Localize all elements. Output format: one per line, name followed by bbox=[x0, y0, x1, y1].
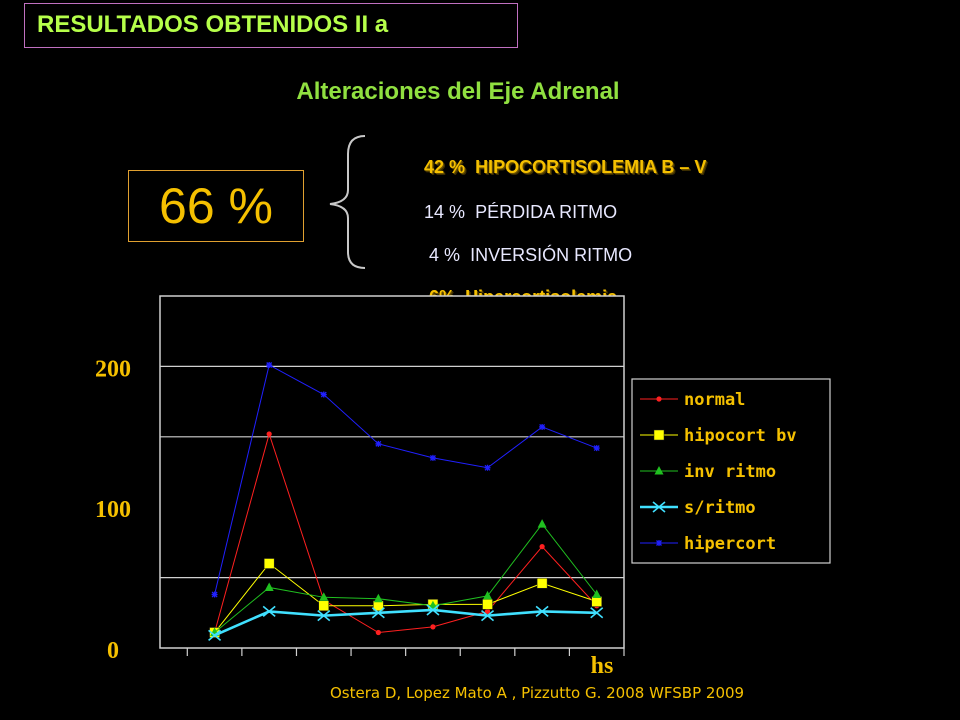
data-point-hipocort-bv bbox=[482, 599, 493, 610]
subgroup-pct: 14 % bbox=[424, 202, 466, 222]
data-point-hipercort bbox=[593, 445, 600, 452]
data-point-s-ritmo bbox=[317, 610, 331, 622]
data-point-hipocort-bv bbox=[591, 596, 602, 607]
data-point-legend-hipercort bbox=[656, 540, 662, 546]
legend-label-hipocort-bv: hipocort bv bbox=[684, 426, 797, 446]
legend-label-normal: normal bbox=[684, 390, 745, 410]
subgroup-perdida-ritmo: 14 % PÉRDIDA RITMO bbox=[404, 181, 617, 244]
data-point-legend-hipocort-bv bbox=[653, 429, 665, 441]
data-point-hipercort bbox=[429, 454, 436, 461]
slide-title: RESULTADOS OBTENIDOS II a bbox=[24, 3, 518, 48]
data-point-s-ritmo bbox=[262, 605, 276, 618]
citation: Ostera D, Lopez Mato A , Pizzutto G. 200… bbox=[330, 684, 745, 702]
data-point-legend-inv-ritmo bbox=[654, 466, 664, 475]
y-tick-label: 0 bbox=[107, 638, 119, 664]
summary-percent: 66 % bbox=[128, 170, 304, 242]
data-point-hipocort-bv bbox=[318, 600, 330, 612]
x-axis-label: hs bbox=[591, 653, 614, 679]
data-point-s-ritmo bbox=[590, 607, 604, 619]
data-point-legend-normal bbox=[656, 396, 662, 402]
subgroup-label: HIPOCORTISOLEMIA B – V bbox=[475, 157, 707, 177]
legend-label-inv-ritmo: inv ritmo bbox=[684, 462, 776, 482]
plot-area bbox=[159, 295, 625, 649]
subgroup-pct: 42 % bbox=[424, 157, 466, 177]
data-point-legend-s-ritmo bbox=[652, 501, 666, 513]
data-point-normal bbox=[375, 629, 381, 636]
subgroup-pct: 4 % bbox=[424, 245, 461, 265]
data-point-hipocort-bv bbox=[263, 558, 275, 569]
slide-subtitle: Alteraciones del Eje Adrenal bbox=[296, 78, 620, 105]
subgroup-inversion-ritmo: 4 % INVERSIÓN RITMO bbox=[404, 224, 632, 287]
data-point-hipercort bbox=[539, 423, 546, 430]
data-point-inv-ritmo bbox=[592, 589, 602, 598]
data-point-normal bbox=[430, 624, 436, 630]
data-point-hipercort bbox=[211, 591, 218, 598]
series-line-normal bbox=[214, 432, 598, 634]
series-line-hipercort bbox=[214, 364, 597, 595]
data-point-s-ritmo bbox=[481, 610, 495, 622]
subgroup-label: PÉRDIDA RITMO bbox=[475, 202, 618, 222]
series-line-s-ritmo bbox=[214, 608, 597, 637]
data-point-inv-ritmo bbox=[483, 590, 493, 600]
data-point-hipercort bbox=[266, 361, 273, 368]
data-point-s-ritmo bbox=[371, 607, 385, 619]
data-point-normal bbox=[484, 608, 491, 614]
brace-icon bbox=[329, 135, 366, 269]
data-point-s-ritmo bbox=[208, 629, 222, 641]
data-point-inv-ritmo bbox=[264, 582, 274, 591]
data-point-normal bbox=[539, 544, 545, 550]
data-point-normal bbox=[266, 431, 272, 437]
y-tick-label: 200 bbox=[95, 356, 131, 382]
y-tick-label: 100 bbox=[95, 497, 131, 523]
data-point-inv-ritmo bbox=[319, 592, 329, 601]
legend-label-s-ritmo: s/ritmo bbox=[684, 498, 756, 518]
data-point-hipercort bbox=[320, 391, 327, 398]
subgroup-label: INVERSIÓN RITMO bbox=[470, 245, 633, 265]
data-point-inv-ritmo bbox=[373, 593, 383, 603]
legend-label-hipercort: hipercort bbox=[684, 534, 776, 554]
data-point-hipercort bbox=[375, 440, 382, 447]
series-line-inv-ritmo bbox=[214, 523, 598, 633]
subgroup-hipocortisolemia: 42 % HIPOCORTISOLEMIA B – V bbox=[404, 136, 706, 199]
data-point-hipercort bbox=[484, 464, 491, 471]
data-point-s-ritmo bbox=[535, 605, 549, 618]
data-point-hipocort-bv bbox=[536, 577, 548, 589]
data-point-s-ritmo bbox=[426, 604, 440, 616]
data-point-inv-ritmo bbox=[537, 519, 547, 528]
series-line-hipocort-bv bbox=[214, 562, 597, 633]
